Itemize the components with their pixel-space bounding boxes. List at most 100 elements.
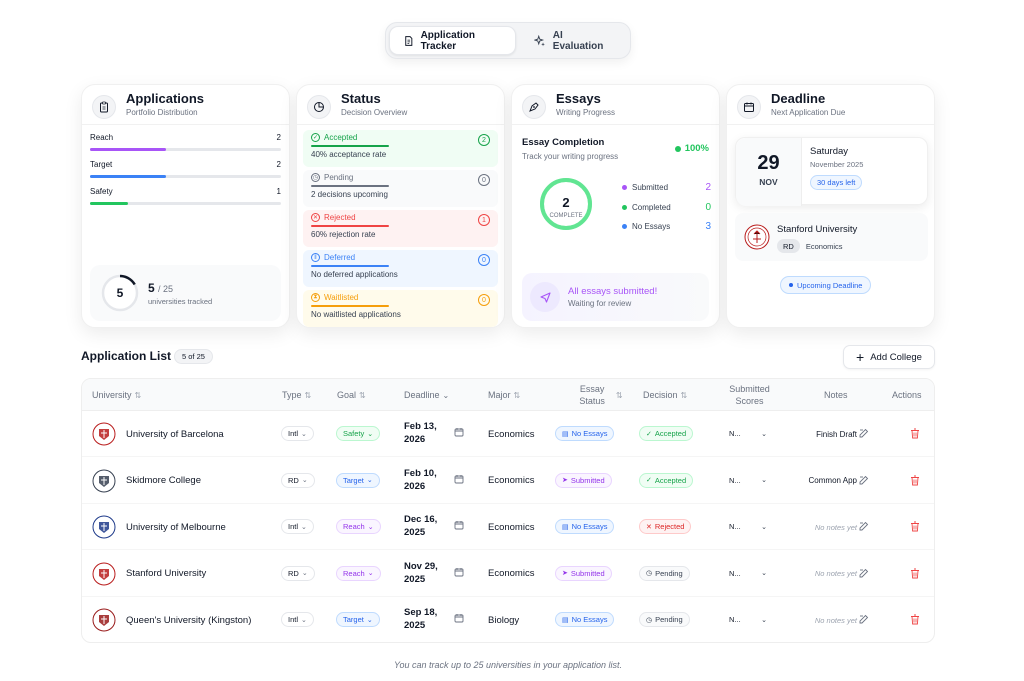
trash-icon[interactable] [910, 614, 920, 625]
add-college-button[interactable]: + Add College [843, 345, 935, 369]
type-select[interactable]: Intl ⌄ [281, 519, 314, 534]
calendar-icon[interactable] [454, 567, 464, 577]
essay-status-badge[interactable]: ▤ No Essays [555, 612, 615, 627]
deadline-date[interactable]: Feb 13, 2026 [404, 421, 437, 445]
header-deadline[interactable]: Deadline ⌄ [404, 390, 450, 400]
notes-text[interactable]: No notes yet [814, 522, 857, 532]
essays-card: Essays Writing Progress Essay Completion… [511, 84, 720, 328]
trash-icon[interactable] [910, 568, 920, 579]
header-scores: Submitted Scores [729, 384, 770, 406]
header-goal[interactable]: Goal ⇅ [337, 390, 366, 400]
chevron-down-icon: ⌄ [761, 523, 767, 531]
calendar-icon[interactable] [454, 613, 464, 623]
goal-select[interactable]: Reach ⌄ [336, 519, 381, 534]
university-name[interactable]: University of Melbourne [126, 521, 226, 533]
header-essay-status[interactable]: Essay Status ⇅ [579, 384, 623, 406]
notes-text[interactable]: No notes yet [814, 615, 857, 625]
check-circle-icon: ✓ [646, 477, 652, 484]
deadline-date[interactable]: Dec 16, 2025 [404, 514, 438, 538]
notes-text[interactable]: Finish Draft [816, 429, 857, 439]
major-text[interactable]: Economics [488, 475, 535, 486]
essay-completion-title: Essay Completion [522, 137, 605, 148]
scores-select[interactable]: N... ⌄ [723, 565, 773, 581]
scores-select[interactable]: N... ⌄ [723, 426, 773, 441]
decision-badge[interactable]: ◷ Pending [639, 612, 690, 627]
scores-select[interactable]: N... ⌄ [723, 519, 773, 534]
university-name[interactable]: University of Barcelona [126, 428, 224, 440]
deadline-date[interactable]: Nov 29, 2025 [404, 560, 438, 585]
university-name[interactable]: Skidmore College [126, 475, 201, 486]
sort-icon: ⇅ [615, 390, 623, 400]
trash-icon[interactable] [910, 475, 920, 486]
university-name[interactable]: Stanford University [126, 568, 207, 579]
university-name[interactable]: Queen's University (Kingston) [126, 614, 252, 626]
type-select[interactable]: RD ⌄ [281, 472, 315, 488]
edit-icon[interactable] [859, 475, 869, 485]
status-label: Pending [324, 173, 354, 182]
trash-icon[interactable] [910, 521, 920, 532]
file-icon: ▤ [562, 430, 569, 438]
university-logo [92, 562, 116, 586]
status-item-pending: ◷ Pending 2 decisions upcoming 0 [303, 170, 498, 207]
header-type[interactable]: Type ⇅ [282, 390, 312, 400]
table-row[interactable]: Stanford University RD ⌄ Reach ⌄ Nov 29, 2025 E… [82, 551, 934, 597]
major-text[interactable]: Economics [488, 428, 535, 440]
notes-text[interactable]: No notes yet [814, 569, 857, 578]
header-decision[interactable]: Decision ⇅ [643, 390, 688, 400]
essay-status-badge[interactable]: ➤ Submitted [555, 472, 612, 488]
table-row[interactable]: University of Melbourne Intl ⌄ Reach ⌄ Dec 16… [82, 504, 934, 550]
major-text[interactable]: Economics [488, 521, 535, 533]
calendar-icon[interactable] [454, 427, 464, 437]
decision-badge[interactable]: ✓ Accepted [639, 426, 694, 441]
deadline-university-box: Stanford University RD Economics [735, 213, 928, 261]
table-row[interactable]: Skidmore College RD ⌄ Target ⌄ Feb 10, 2026 Eco… [82, 458, 934, 504]
notes-text[interactable]: Common App [808, 476, 857, 485]
decision-badge[interactable]: ✕ Rejected [639, 519, 692, 534]
chevron-down-icon: ⌄ [366, 477, 373, 484]
status-underline [311, 225, 389, 227]
edit-icon[interactable] [859, 521, 869, 531]
status-description: 60% rejection rate [311, 230, 376, 239]
calendar-icon[interactable] [454, 520, 464, 530]
edit-icon[interactable] [859, 568, 869, 578]
status-underline [311, 265, 389, 267]
deadline-round-badge: RD [777, 239, 800, 253]
scores-select[interactable]: N... ⌄ [723, 472, 773, 488]
tab-application-tracker[interactable]: Application Tracker [389, 26, 517, 55]
row-divider [82, 595, 934, 597]
major-text[interactable]: Biology [488, 614, 520, 626]
tab-ai-evaluation[interactable]: AI Evaluation [520, 26, 627, 55]
goal-select[interactable]: Target ⌄ [336, 472, 380, 488]
goal-select[interactable]: Target ⌄ [336, 612, 380, 627]
trash-icon[interactable] [910, 428, 920, 439]
table-row[interactable]: University of Barcelona Intl ⌄ Safety ⌄ Feb 1… [82, 411, 934, 457]
table-row[interactable]: Queen's University (Kingston) Intl ⌄ Target… [82, 597, 934, 642]
goal-select[interactable]: Safety ⌄ [336, 426, 381, 441]
university-logo [92, 515, 116, 539]
type-select[interactable]: Intl ⌄ [281, 426, 314, 441]
essay-status-badge[interactable]: ▤ No Essays [555, 426, 615, 441]
chevron-down-icon: ⌄ [761, 430, 767, 438]
scores-select[interactable]: N... ⌄ [723, 612, 773, 627]
edit-icon[interactable] [859, 428, 869, 438]
calendar-icon[interactable] [454, 474, 464, 484]
header-major[interactable]: Major ⇅ [488, 390, 521, 400]
type-select[interactable]: RD ⌄ [281, 565, 315, 581]
essay-legend-item: Submitted 2 [622, 178, 711, 198]
deadline-date[interactable]: Feb 10, 2026 [404, 467, 437, 492]
bar-label: Reach [90, 133, 114, 142]
header-university[interactable]: University ⇅ [92, 390, 142, 400]
major-text[interactable]: Economics [488, 568, 535, 579]
sort-icon: ⇅ [304, 390, 312, 400]
clock-icon: ◷ [311, 173, 320, 182]
decision-badge[interactable]: ◷ Pending [639, 565, 690, 581]
type-select[interactable]: Intl ⌄ [281, 612, 314, 627]
decision-badge[interactable]: ✓ Accepted [639, 472, 694, 488]
sort-icon: ⇅ [680, 390, 688, 400]
status-item-deferred: ‖ Deferred No deferred applications 0 [303, 250, 498, 287]
goal-select[interactable]: Reach ⌄ [336, 565, 381, 581]
essay-status-badge[interactable]: ▤ No Essays [555, 519, 615, 534]
edit-icon[interactable] [859, 614, 869, 624]
deadline-date[interactable]: Sep 18, 2025 [404, 607, 438, 631]
essay-status-badge[interactable]: ➤ Submitted [555, 565, 612, 581]
